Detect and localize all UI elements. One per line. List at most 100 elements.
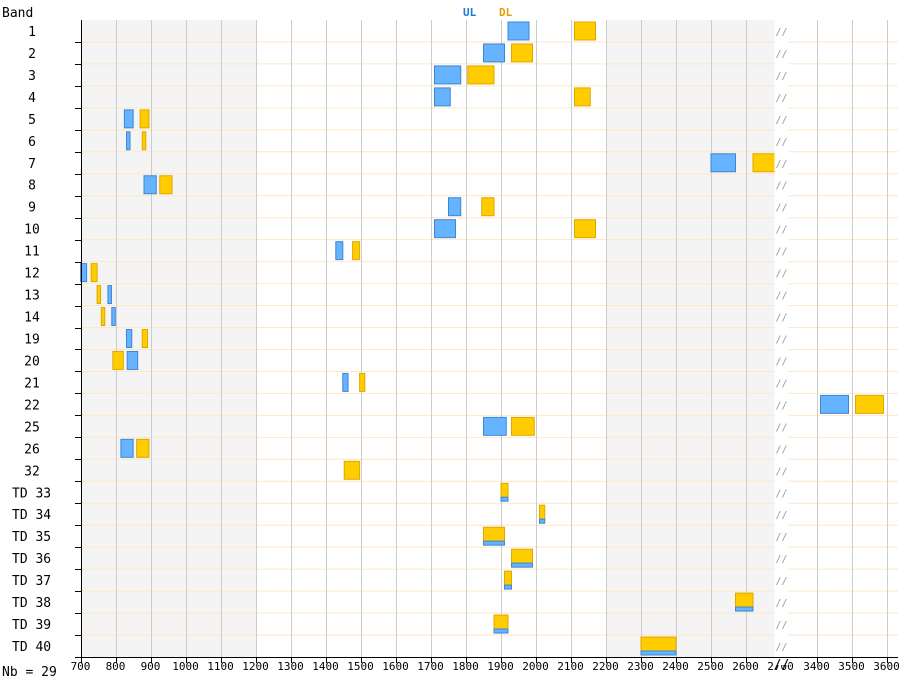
tdd-ul-bar-22	[539, 518, 546, 524]
x-tick-label-1200: 1200	[242, 660, 269, 673]
break-mark-1: //	[775, 49, 787, 60]
x-tick-label-2400: 2400	[662, 660, 689, 673]
band-label-1: 2	[28, 47, 36, 62]
break-mark-4: //	[775, 115, 787, 126]
tdd-dl-bar-21	[500, 482, 509, 498]
shaded-range-0	[81, 20, 256, 657]
break-mark-28: //	[775, 642, 787, 653]
dl-bar-0	[574, 21, 596, 41]
break-mark-17: //	[775, 400, 787, 411]
ul-bar-9	[434, 219, 456, 239]
dl-bar-11	[90, 263, 98, 283]
ul-bar-19	[120, 438, 134, 458]
break-mark-15: //	[775, 356, 787, 367]
band-label-4: 5	[28, 113, 36, 128]
band-label-11: 12	[24, 267, 40, 282]
band-label-6: 7	[28, 157, 36, 172]
ul-bar-11	[80, 263, 88, 283]
ul-bar-14	[126, 329, 133, 348]
x-tick-label-1500: 1500	[347, 660, 374, 673]
break-mark-13: //	[775, 313, 787, 324]
tdd-ul-bar-23	[483, 540, 505, 546]
tdd-dl-bar-25	[504, 570, 512, 586]
x-tick-label-1400: 1400	[312, 660, 339, 673]
tdd-dl-bar-26	[735, 592, 754, 608]
x-tick-label-3600: 3600	[873, 660, 900, 673]
ul-bar-18	[483, 416, 507, 436]
tdd-ul-bar-24	[511, 562, 533, 568]
band-label-7: 8	[28, 179, 36, 194]
dl-bar-2	[467, 65, 495, 85]
band-label-8: 9	[28, 201, 36, 216]
break-mark-19: //	[775, 444, 787, 455]
break-mark-16: //	[775, 378, 787, 389]
band-label-3: 4	[28, 91, 36, 106]
band-count: Nb = 29	[2, 665, 57, 680]
dl-bar-12	[96, 285, 102, 305]
dl-bar-16	[359, 372, 366, 392]
tdd-ul-bar-25	[504, 584, 512, 590]
band-label-18: 25	[24, 420, 40, 435]
x-tick-label-3400: 3400	[803, 660, 830, 673]
band-label-27: TD 39	[12, 618, 51, 633]
x-tick-label-1900: 1900	[487, 660, 514, 673]
break-region	[817, 20, 898, 657]
ul-bar-4	[123, 109, 134, 129]
ul-bar-2	[434, 65, 462, 85]
break-mark-axis: //	[774, 658, 790, 673]
dl-bar-9	[574, 219, 596, 239]
ul-bar-15	[126, 350, 139, 370]
band-label-19: 26	[24, 442, 40, 457]
break-mark-21: //	[775, 488, 787, 499]
ul-bar-10	[335, 241, 344, 261]
band-label-20: 32	[24, 464, 40, 479]
tdd-dl-bar-28	[640, 636, 677, 652]
x-tick-label-2300: 2300	[627, 660, 654, 673]
dl-bar-15	[112, 350, 124, 370]
break-mark-5: //	[775, 137, 787, 148]
band-label-23: TD 35	[12, 530, 51, 545]
dl-bar-8	[481, 197, 495, 217]
dl-bar-17	[855, 394, 884, 414]
break-mark-27: //	[775, 620, 787, 631]
band-label-0: 1	[28, 25, 36, 40]
tdd-ul-bar-28	[640, 650, 677, 656]
band-label-25: TD 37	[12, 574, 51, 589]
band-label-2: 3	[28, 69, 36, 84]
ul-bar-8	[448, 197, 462, 217]
x-tick-label-700: 700	[71, 660, 91, 673]
legend-ul: UL	[463, 6, 477, 19]
tdd-ul-bar-27	[493, 628, 509, 634]
band-label-22: TD 34	[12, 508, 51, 523]
band-label-10: 11	[24, 245, 40, 260]
x-tick-label-1100: 1100	[207, 660, 234, 673]
dl-bar-5	[141, 131, 147, 151]
band-label-24: TD 36	[12, 552, 51, 567]
ul-bar-5	[126, 131, 131, 151]
break-mark-24: //	[775, 554, 787, 565]
dl-bar-20	[343, 460, 361, 480]
x-tick-label-800: 800	[106, 660, 126, 673]
ul-bar-7	[143, 175, 157, 195]
y-axis-title: Band	[2, 6, 33, 21]
break-mark-7: //	[775, 181, 787, 192]
dl-bar-19	[136, 438, 150, 458]
dl-bar-1	[511, 43, 533, 63]
break-mark-14: //	[775, 335, 787, 346]
tdd-dl-bar-23	[483, 526, 505, 542]
break-mark-25: //	[775, 576, 787, 587]
ul-bar-16	[342, 372, 349, 392]
tdd-dl-bar-22	[539, 504, 546, 520]
tdd-dl-bar-24	[511, 548, 533, 564]
break-mark-2: //	[775, 71, 787, 82]
x-tick-label-1800: 1800	[452, 660, 479, 673]
break-mark-3: //	[775, 93, 787, 104]
break-mark-26: //	[775, 598, 787, 609]
band-label-14: 19	[24, 333, 40, 348]
break-mark-10: //	[775, 247, 787, 258]
ul-bar-17	[820, 394, 849, 414]
dl-bar-13	[100, 307, 106, 327]
tdd-ul-bar-21	[500, 496, 509, 502]
legend-dl: DL	[499, 6, 513, 19]
